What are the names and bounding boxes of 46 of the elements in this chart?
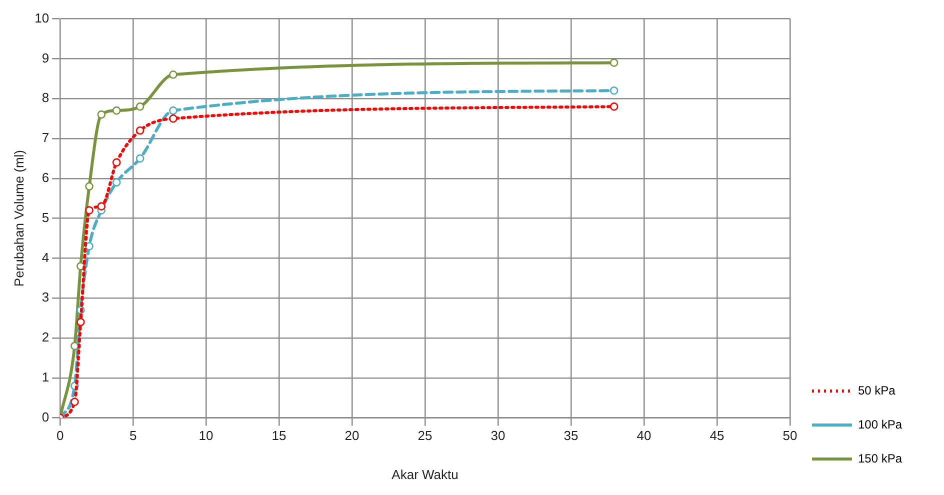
- point: [169, 70, 178, 79]
- x-tick-label: 30: [490, 428, 506, 444]
- x-tick-label: 15: [272, 428, 286, 444]
- point: [76, 318, 85, 326]
- point: [85, 206, 94, 214]
- y-tick-label: 3: [42, 290, 50, 305]
- point: [112, 158, 121, 167]
- x-tick-label: 25: [418, 428, 432, 444]
- point: [112, 106, 121, 115]
- point: [97, 202, 106, 210]
- y-tick-label: 0: [42, 409, 50, 424]
- x-tick-label: 10: [198, 428, 214, 444]
- y-tick-label: 9: [42, 50, 50, 66]
- point: [97, 110, 106, 119]
- y-tick-label: 5: [42, 210, 50, 225]
- y-tick-label: 4: [42, 250, 50, 265]
- legend-label: 100 kPa: [858, 417, 902, 432]
- point: [610, 102, 618, 111]
- x-tick-label: 0: [56, 428, 64, 444]
- point: [136, 126, 144, 135]
- x-tick-label: 50: [782, 428, 798, 444]
- x-tick-label: 20: [344, 428, 360, 444]
- y-tick-label: 6: [42, 170, 50, 185]
- y-tick-label: 2: [42, 330, 50, 345]
- x-tick-label: 45: [710, 428, 724, 444]
- point: [169, 114, 178, 123]
- y-tick-label: 10: [34, 10, 50, 26]
- point: [610, 58, 618, 67]
- y-tick-label: 1: [42, 369, 50, 384]
- point: [136, 102, 144, 111]
- point: [85, 242, 94, 250]
- legend-label: 150 kPa: [858, 451, 902, 466]
- y-tick-label: 7: [42, 130, 50, 146]
- x-tick-label: 5: [129, 428, 137, 444]
- point: [136, 154, 144, 163]
- y-axis-title: Perubahan Volume (ml): [11, 150, 26, 287]
- point: [112, 178, 121, 187]
- point: [169, 106, 178, 115]
- x-tick-label: 40: [636, 428, 652, 444]
- y-tick-label: 8: [42, 90, 50, 106]
- point: [70, 398, 79, 406]
- point: [610, 86, 618, 95]
- x-axis-title: Akar Waktu: [392, 466, 458, 482]
- legend-label: 50 kPa: [858, 383, 896, 398]
- x-tick-label: 35: [564, 428, 578, 444]
- point: [85, 182, 94, 191]
